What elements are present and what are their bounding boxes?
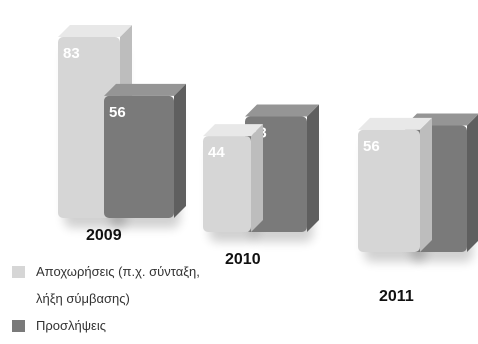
chart-legend: Αποχωρήσεις (π.χ. σύνταξη, λήξη σύμβασης…: [12, 262, 252, 343]
legend-swatch-departures: [12, 266, 25, 278]
bar-departures-2010-top: [203, 124, 263, 137]
legend-item-departures: Αποχωρήσεις (π.χ. σύνταξη, λήξη σύμβασης…: [12, 262, 252, 308]
bar-hires-2009-front: [104, 95, 174, 218]
bar-departures-2010-value-label: 44: [208, 144, 225, 161]
bar-departures-2010-front: [203, 136, 251, 232]
bar-hires-2010-top: [245, 104, 319, 117]
bar-departures-2010: 44: [203, 124, 263, 232]
legend-swatch-hires: [12, 320, 25, 332]
category-label-2011: 2011: [379, 288, 414, 305]
legend-label-line: Προσλήψεις: [36, 318, 106, 333]
legend-item-hires: Προσλήψεις: [12, 316, 252, 335]
bar-hires-2009: 56: [104, 83, 186, 218]
bar-hires-2011-side: [467, 114, 478, 252]
legend-label-line: λήξη σύμβασης): [36, 291, 130, 306]
legend-label-line: Αποχωρήσεις (π.χ. σύνταξη,: [36, 264, 200, 279]
bar-departures-2009-value-label: 83: [63, 45, 80, 62]
bar-departures-2011-front: [358, 129, 420, 252]
bar-hires-2009-value-label: 56: [109, 104, 126, 121]
category-label-2009: 2009: [86, 227, 122, 244]
bar-departures-2009-top: [58, 25, 132, 38]
bar-hires-2009-top: [104, 83, 186, 96]
bar-hires-2009-side: [174, 83, 186, 218]
bar-departures-2011-top: [358, 117, 432, 130]
bar-hires-2010-side: [307, 104, 319, 232]
bar-departures-2011: 56: [358, 117, 432, 252]
bar-departures-2011-value-label: 56: [363, 138, 380, 155]
bar-departures-2010-side: [251, 124, 263, 232]
bar-departures-2011-side: [420, 117, 432, 252]
category-label-2010: 2010: [225, 251, 261, 268]
